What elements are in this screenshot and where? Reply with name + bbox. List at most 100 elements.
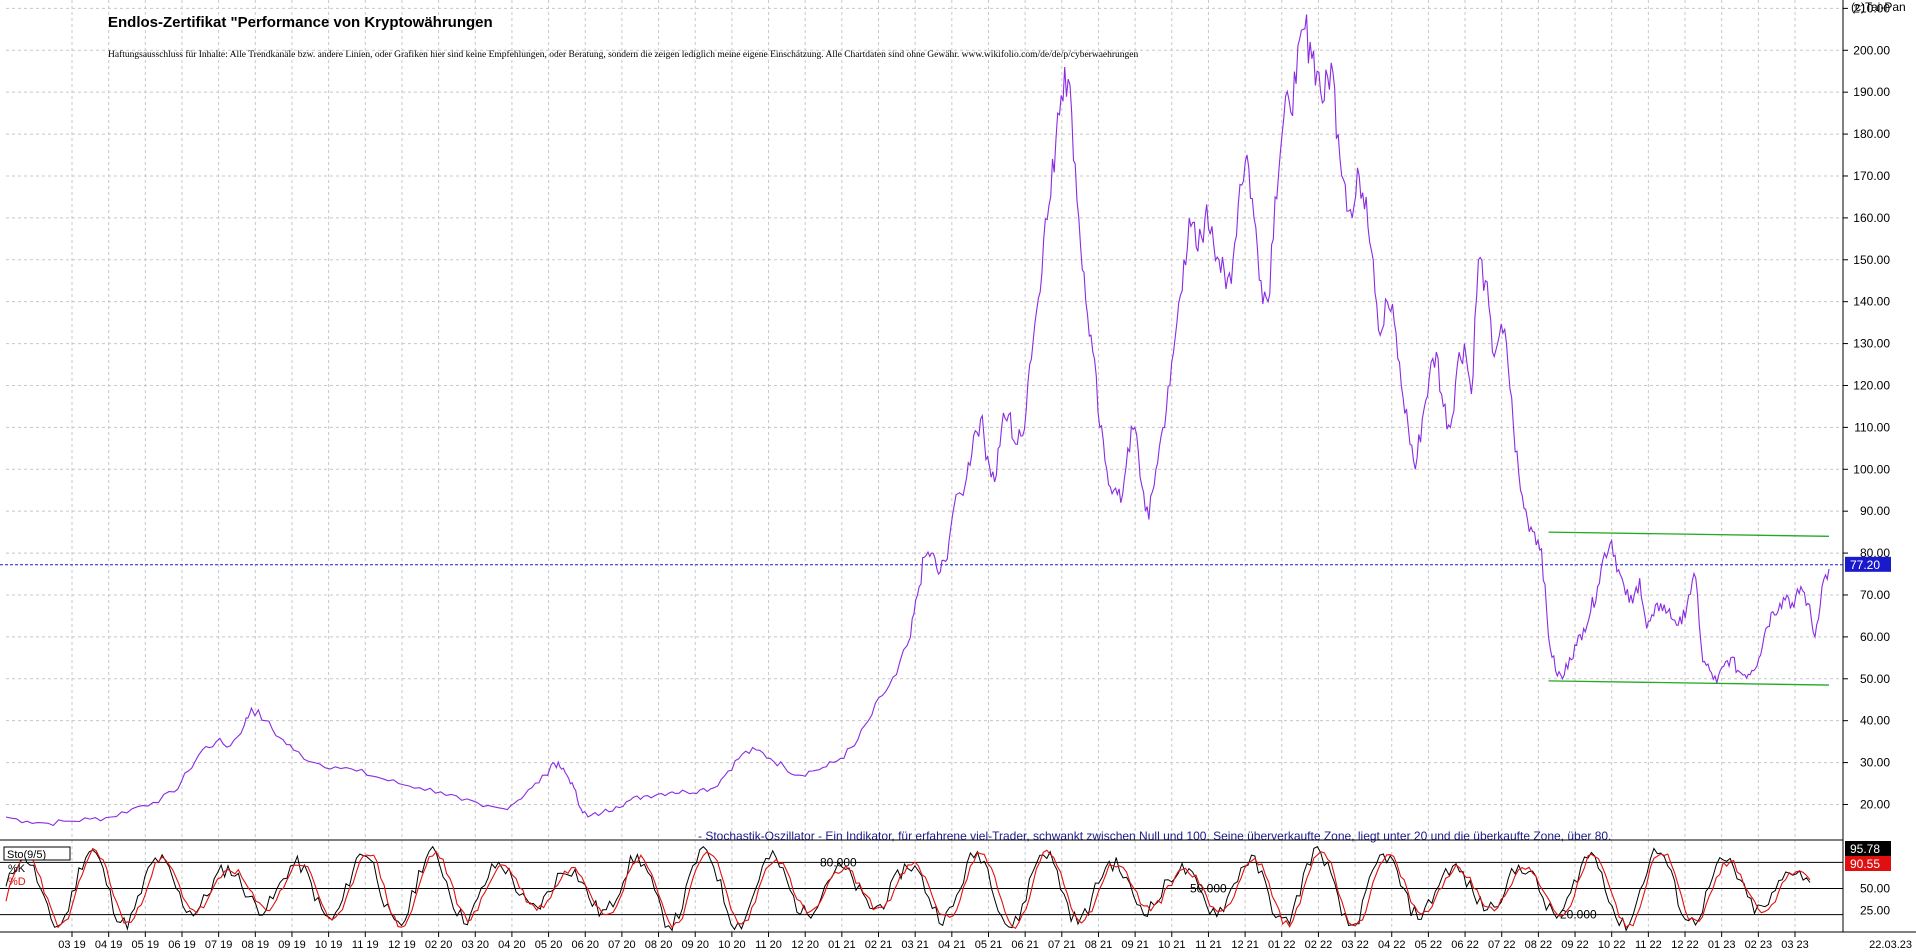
y-tick-label: 140.00: [1853, 295, 1890, 309]
x-tick-label: 04 19: [95, 939, 123, 951]
x-tick-label: 04 22: [1378, 939, 1406, 951]
x-tick-label: 03 20: [461, 939, 489, 951]
price-badge-label: 77.20: [1850, 558, 1880, 572]
d-value-badge-box: [1845, 856, 1891, 871]
chart-title: Endlos-Zertifikat "Performance von Krypt…: [108, 14, 493, 31]
k-line: [5, 845, 1811, 932]
y-tick-label: 40.00: [1860, 714, 1890, 728]
y-tick-label: 190.00: [1853, 85, 1890, 99]
chart-disclaimer: Haftungsausschluss für Inhalte: Alle Tre…: [108, 49, 1139, 60]
x-tick-label: 08 22: [1525, 939, 1553, 951]
legend-d: %D: [8, 876, 26, 888]
x-tick-label: 06 20: [571, 939, 599, 951]
x-tick-label: 08 20: [645, 939, 673, 951]
x-tick-label: 04 20: [498, 939, 526, 951]
x-tick-label: 03 21: [901, 939, 929, 951]
x-tick-label: 08 21: [1085, 939, 1113, 951]
x-tick-label: 03 22: [1341, 939, 1369, 951]
x-tick-label: 07 21: [1048, 939, 1076, 951]
x-tick-label: 06 19: [168, 939, 196, 951]
x-tick-label: 07 22: [1488, 939, 1516, 951]
oscillator-description: - Stochastik-Oszillator - Ein Indikator,…: [698, 829, 1611, 843]
x-tick-label: 05 22: [1415, 939, 1443, 951]
y-tick-label: 150.00: [1853, 253, 1890, 267]
x-tick-label: 09 20: [681, 939, 709, 951]
x-tick-label: 12 22: [1671, 939, 1699, 951]
price-y-axis: 20.00 30.00 40.00 50.00 60.00 70.00 80.00 90.00…: [1842, 0, 1890, 932]
x-tick-label: 02 23: [1745, 939, 1773, 951]
level-label: 20.000: [1560, 908, 1597, 922]
x-tick-label: 05 21: [975, 939, 1003, 951]
x-tick-label: 12 21: [1231, 939, 1259, 951]
x-axis: 03 19 04 19 05 19 06 19 07 19 08 19 09 19 10 19…: [0, 839, 1916, 951]
y-tick-label: 90.00: [1860, 504, 1890, 518]
x-tick-label: 03 19: [58, 939, 86, 951]
x-tick-label: 07 20: [608, 939, 636, 951]
y-tick-label: 50.00: [1860, 672, 1890, 686]
y-tick-label: 80.00: [1860, 546, 1890, 560]
price-grid: [6, 0, 1843, 932]
d-line: [5, 847, 1811, 930]
k-value-badge-box: [1845, 841, 1891, 856]
x-tick-label: 02 21: [865, 939, 893, 951]
trend-lower-line: [1548, 680, 1829, 686]
y-tick-label: 170.00: [1853, 169, 1890, 183]
price-line: [5, 14, 1830, 827]
y-tick-label: 200.00: [1853, 43, 1890, 57]
oscillator-series: [5, 845, 1811, 932]
x-tick-label: 11 20: [755, 939, 782, 951]
y-tick-label: 110.00: [1854, 420, 1890, 434]
x-tick-label: 06 22: [1451, 939, 1479, 951]
y-tick-label: 120.00: [1853, 378, 1890, 392]
x-tick-label: 03 23: [1781, 939, 1809, 951]
x-tick-label: 11 19: [352, 939, 379, 951]
x-tick-label: 05 20: [535, 939, 563, 951]
x-tick-label: 06 21: [1011, 939, 1039, 951]
x-tick-label: 09 19: [278, 939, 306, 951]
x-tick-label: 11 21: [1195, 939, 1222, 951]
x-tick-label: 04 21: [938, 939, 966, 951]
x-tick-label: 01 23: [1708, 939, 1736, 951]
y-tick-label: 210.00: [1853, 1, 1890, 15]
indicator-name: Sto(9/5): [7, 849, 46, 861]
x-tick-label: 10 22: [1598, 939, 1626, 951]
x-tick-label: 01 21: [828, 939, 856, 951]
y-tick-label: 160.00: [1853, 211, 1890, 225]
price-series: [5, 14, 1830, 827]
y-tick-label: 30.00: [1860, 756, 1890, 770]
x-tick-label: 02 20: [425, 939, 453, 951]
x-tick-label: 12 20: [791, 939, 819, 951]
copyright: (c)Tai-Pan: [1851, 0, 1906, 14]
x-tick-label: 08 19: [242, 939, 270, 951]
x-tick-label: 02 22: [1305, 939, 1333, 951]
x-tick-label: 10 19: [315, 939, 343, 951]
x-tick-label: 10 21: [1158, 939, 1186, 951]
y-tick-label: 70.00: [1860, 588, 1890, 602]
d-value-badge-label: 90.55: [1850, 857, 1880, 871]
x-tick-label: 12 19: [388, 939, 416, 951]
trend-upper-line: [1548, 531, 1829, 537]
y-tick-label: 60.00: [1860, 630, 1890, 644]
y-tick-label: 180.00: [1853, 127, 1890, 141]
x-tick-label: 05 19: [132, 939, 160, 951]
x-tick-label: 09 22: [1561, 939, 1589, 951]
indicator-y-tick: 25.00: [1860, 903, 1890, 917]
x-tick-label: 09 21: [1121, 939, 1149, 951]
legend-k: %K: [8, 863, 26, 875]
k-value-badge-label: 95.78: [1850, 842, 1880, 856]
price-badge-box: [1845, 556, 1891, 572]
x-tick-label: 10 20: [718, 939, 746, 951]
last-price-badge: 77.20: [1845, 556, 1891, 572]
indicator-box: [3, 846, 71, 861]
x-last-date: 22.03.23: [1869, 939, 1912, 951]
indicator-y-tick: 50.00: [1860, 882, 1890, 896]
y-tick-label: 20.00: [1860, 797, 1890, 811]
x-tick-label: 01 22: [1268, 939, 1296, 951]
x-tick-label: 07 19: [205, 939, 233, 951]
oscillator-legend: Sto(9/5) %K%D: [3, 846, 71, 888]
y-tick-label: 130.00: [1853, 337, 1890, 351]
level-label: 50.000: [1190, 882, 1227, 896]
y-tick-label: 100.00: [1853, 462, 1890, 476]
